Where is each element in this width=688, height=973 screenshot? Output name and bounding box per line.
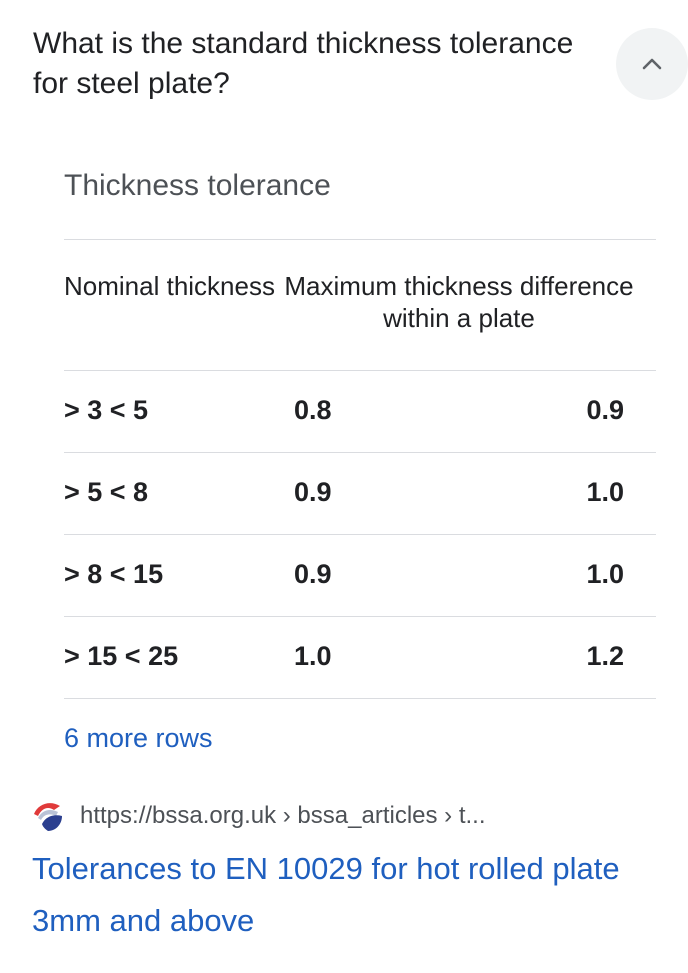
tolerance-table: Nominal thickness Maximum thickness diff…: [64, 239, 656, 699]
cell-value: 0.9: [586, 395, 624, 425]
table-title: Thickness tolerance: [64, 169, 331, 202]
cell-value: 0.9: [294, 559, 332, 589]
divider: [64, 370, 656, 371]
table-row: > 5 < 8 0.9 1.0: [64, 453, 656, 534]
source-attribution[interactable]: https://bssa.org.uk › bssa_articles › t.…: [32, 798, 672, 834]
cell-nominal: > 5 < 8: [64, 477, 149, 507]
table-row: > 3 < 5 0.8 0.9: [64, 371, 656, 452]
chevron-up-icon: [642, 58, 662, 70]
bssa-logo-icon: [32, 800, 64, 832]
question-heading: What is the standard thickness tolerance…: [33, 27, 574, 100]
source-url: https://bssa.org.uk › bssa_articles › t.…: [80, 802, 486, 829]
result-title-link[interactable]: Tolerances to EN 10029 for hot rolled pl…: [32, 851, 620, 938]
cell-value: 1.0: [586, 559, 624, 589]
cell-value: 0.9: [294, 477, 332, 507]
divider: [64, 698, 656, 699]
more-rows-link[interactable]: 6 more rows: [64, 723, 213, 753]
cell-value: 1.0: [586, 477, 624, 507]
table-header-row: Nominal thickness Maximum thickness diff…: [64, 240, 656, 370]
cell-nominal: > 8 < 15: [64, 559, 164, 589]
cell-value: 1.0: [294, 641, 332, 671]
divider: [64, 452, 656, 453]
divider: [64, 239, 656, 240]
cell-nominal: > 15 < 25: [64, 641, 179, 671]
column-header-max-difference: Maximum thickness difference within a pl…: [284, 271, 634, 333]
cell-value: 1.2: [586, 641, 624, 671]
table-row: > 8 < 15 0.9 1.0: [64, 535, 656, 616]
collapse-button[interactable]: [616, 28, 688, 100]
column-header-nominal: Nominal thickness: [64, 271, 275, 301]
cell-nominal: > 3 < 5: [64, 395, 149, 425]
divider: [64, 616, 656, 617]
divider: [64, 534, 656, 535]
table-row: > 15 < 25 1.0 1.2: [64, 617, 656, 698]
cell-value: 0.8: [294, 395, 332, 425]
